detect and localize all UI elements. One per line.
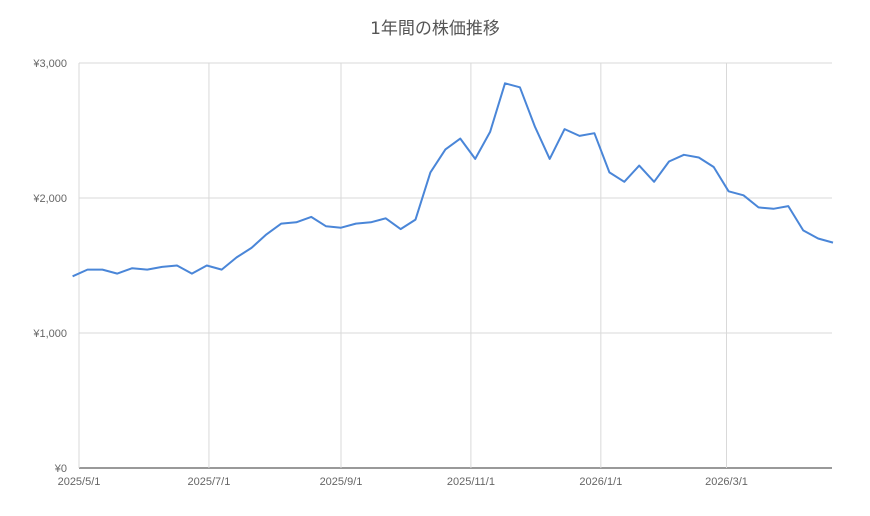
x-tick-label: 2025/11/1	[447, 476, 495, 488]
x-tick-label: 2025/7/1	[188, 476, 231, 488]
x-tick-label: 2026/3/1	[705, 476, 748, 488]
chart-title: 1年間の株価推移	[370, 19, 500, 39]
price-series-line	[72, 82, 834, 278]
x-tick-label: 2025/5/1	[58, 476, 101, 488]
y-tick-label: ¥3,000	[32, 58, 67, 70]
x-tick-label: 2025/9/1	[320, 476, 363, 488]
y-tick-label: ¥1,000	[32, 328, 67, 340]
x-tick-label: 2026/1/1	[579, 476, 622, 488]
y-tick-label: ¥0	[54, 463, 67, 475]
y-tick-label: ¥2,000	[32, 193, 67, 205]
